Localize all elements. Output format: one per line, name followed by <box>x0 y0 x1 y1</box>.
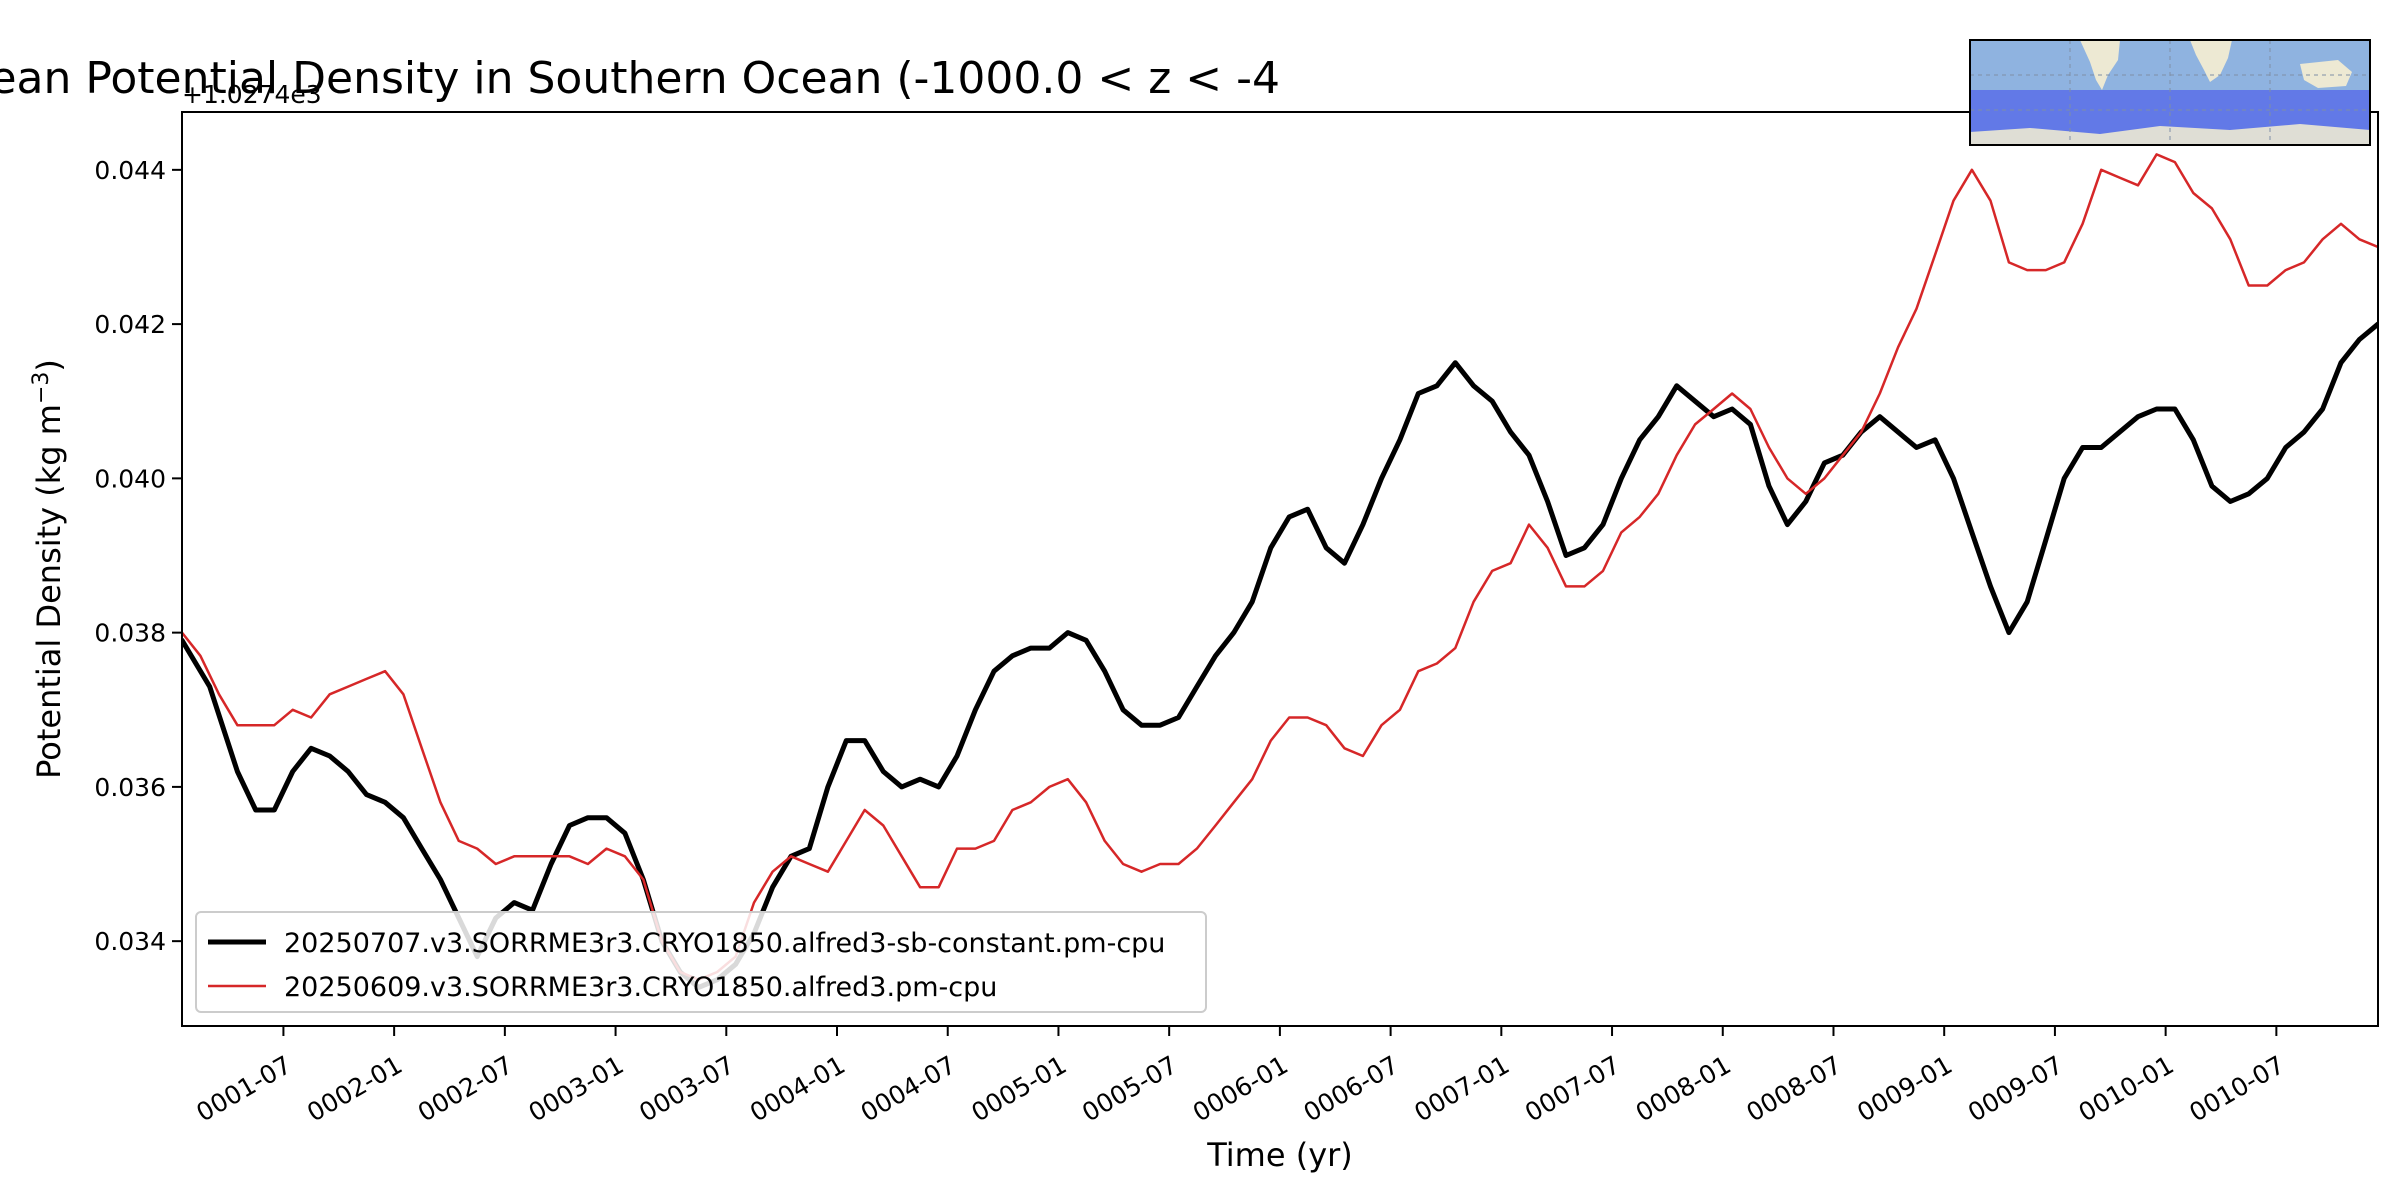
y-tick-label: 0.044 <box>94 156 166 185</box>
x-tick-label: 0009-07 <box>1963 1050 2068 1127</box>
series-line-2 <box>182 153 2378 981</box>
x-tick-label: 0002-07 <box>413 1050 518 1127</box>
x-tick-label: 0006-07 <box>1299 1050 1404 1127</box>
x-tick-label: 0009-01 <box>1852 1050 1957 1127</box>
series-lines <box>182 153 2378 990</box>
y-tick-label: 0.034 <box>94 927 166 956</box>
x-tick-label: 0007-01 <box>1409 1050 1514 1127</box>
legend-label-series-1: 20250707.v3.SORRME3r3.CRYO1850.alfred3-s… <box>284 928 1165 959</box>
x-tick-label: 0010-01 <box>2074 1050 2179 1127</box>
x-tick-label: 0008-07 <box>1742 1050 1847 1127</box>
y-tick-label: 0.040 <box>94 464 166 493</box>
map-gridlines <box>1970 40 2370 145</box>
x-tick-label: 0003-07 <box>634 1050 739 1127</box>
legend-label-series-2: 20250609.v3.SORRME3r3.CRYO1850.alfred3.p… <box>284 972 997 1003</box>
map-land-australia <box>2300 60 2352 88</box>
x-tick-label: 0008-01 <box>1631 1050 1736 1127</box>
x-tick-label: 0004-01 <box>745 1050 850 1127</box>
y-tick-label: 0.038 <box>94 619 166 648</box>
y-tick-label: 0.042 <box>94 310 166 339</box>
y-offset-label: +1.0274e3 <box>182 80 322 109</box>
y-axis-label: Potential Density (kg m−3) <box>29 359 68 779</box>
x-tick-label: 0003-01 <box>524 1050 629 1127</box>
map-frame <box>1969 39 2371 146</box>
y-tick-label: 0.036 <box>94 773 166 802</box>
map-land-africa <box>2190 40 2232 82</box>
x-tick-label: 0005-01 <box>966 1050 1071 1127</box>
map-land-south-america <box>2080 40 2120 90</box>
x-tick-label: 0001-07 <box>191 1050 296 1127</box>
x-tick-label: 0007-07 <box>1520 1050 1625 1127</box>
region-map-inset <box>1969 39 2371 146</box>
x-tick-label: 0002-01 <box>302 1050 407 1127</box>
plot-area <box>182 153 2378 990</box>
x-tick-label: 0004-07 <box>856 1050 961 1127</box>
y-axis-label-exponent: −3 <box>29 372 54 404</box>
chart-title: Volume-Mean Potential Density in Souther… <box>0 53 1280 104</box>
x-tick-label: 0006-01 <box>1188 1050 1293 1127</box>
legend-box <box>195 911 1207 1013</box>
legend: 20250707.v3.SORRME3r3.CRYO1850.alfred3-s… <box>195 911 1207 1013</box>
y-axis-label-text: Potential Density (kg m <box>30 404 68 779</box>
plot-frame <box>181 111 2379 1027</box>
series-line-1 <box>182 321 2378 990</box>
x-tick-label: 0010-07 <box>2184 1050 2289 1127</box>
x-tick-label: 0005-07 <box>1077 1050 1182 1127</box>
y-axis-label-close: ) <box>30 359 68 371</box>
x-axis-label: Time (yr) <box>1206 1136 1353 1174</box>
